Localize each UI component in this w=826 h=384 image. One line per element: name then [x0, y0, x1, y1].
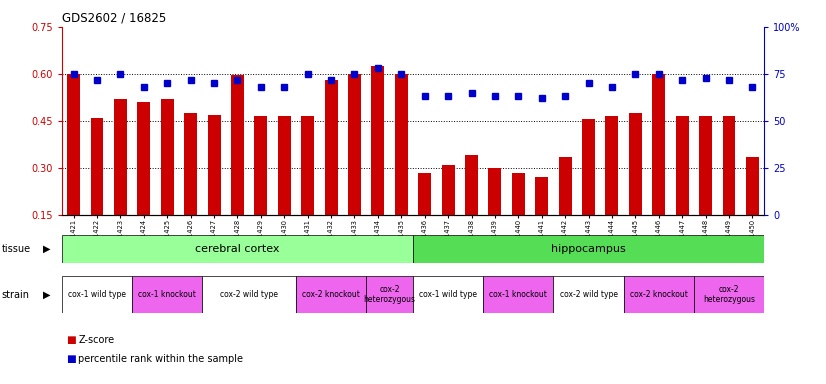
Bar — [372, 66, 384, 262]
Bar — [301, 116, 314, 262]
Text: Z-score: Z-score — [78, 335, 115, 345]
Bar — [184, 113, 197, 262]
Text: cox-2 knockout: cox-2 knockout — [302, 290, 360, 299]
Bar — [202, 276, 296, 313]
Text: cox-2
heterozygous: cox-2 heterozygous — [703, 285, 755, 305]
Text: cox-1 wild type: cox-1 wild type — [68, 290, 126, 299]
Bar — [558, 157, 572, 262]
Bar — [723, 116, 735, 262]
Text: GDS2602 / 16825: GDS2602 / 16825 — [62, 12, 166, 25]
Text: cerebral cortex: cerebral cortex — [195, 244, 280, 254]
Bar — [699, 116, 712, 262]
Text: cox-2 wild type: cox-2 wild type — [221, 290, 278, 299]
Text: hippocampus: hippocampus — [551, 244, 626, 254]
Bar — [62, 276, 132, 313]
Text: percentile rank within the sample: percentile rank within the sample — [78, 354, 244, 364]
Text: strain: strain — [2, 290, 30, 300]
Bar — [624, 276, 694, 313]
Bar — [161, 99, 173, 262]
Bar — [442, 165, 454, 262]
Text: cox-2 wild type: cox-2 wild type — [559, 290, 618, 299]
Bar — [418, 173, 431, 262]
Bar — [137, 102, 150, 262]
Bar — [582, 119, 595, 262]
Text: ▶: ▶ — [43, 290, 50, 300]
Bar — [296, 276, 366, 313]
Text: cox-1 knockout: cox-1 knockout — [138, 290, 197, 299]
Bar — [207, 115, 221, 262]
Bar — [231, 76, 244, 262]
Text: cox-1 wild type: cox-1 wild type — [419, 290, 477, 299]
Text: ■: ■ — [66, 354, 76, 364]
Text: ■: ■ — [66, 335, 76, 345]
Text: cox-1 knockout: cox-1 knockout — [489, 290, 548, 299]
Bar — [278, 116, 291, 262]
Bar — [535, 177, 548, 262]
Bar — [413, 276, 483, 313]
Bar — [488, 168, 501, 262]
Text: cox-2
heterozygous: cox-2 heterozygous — [363, 285, 415, 305]
Bar — [605, 116, 619, 262]
Bar — [512, 173, 525, 262]
Bar — [91, 118, 103, 262]
Bar — [348, 74, 361, 262]
Bar — [132, 276, 202, 313]
Bar — [395, 74, 408, 262]
Bar — [325, 80, 338, 262]
Bar — [413, 235, 764, 263]
Bar — [653, 74, 665, 262]
Bar — [114, 99, 127, 262]
Bar — [553, 276, 624, 313]
Bar — [694, 276, 764, 313]
Bar — [746, 157, 759, 262]
Text: tissue: tissue — [2, 244, 31, 254]
Bar — [254, 116, 268, 262]
Bar — [366, 276, 413, 313]
Bar — [465, 156, 478, 262]
Bar — [62, 235, 413, 263]
Text: cox-2 knockout: cox-2 knockout — [629, 290, 688, 299]
Bar — [676, 116, 689, 262]
Bar — [629, 113, 642, 262]
Text: ▶: ▶ — [43, 244, 50, 254]
Bar — [483, 276, 553, 313]
Bar — [67, 74, 80, 262]
